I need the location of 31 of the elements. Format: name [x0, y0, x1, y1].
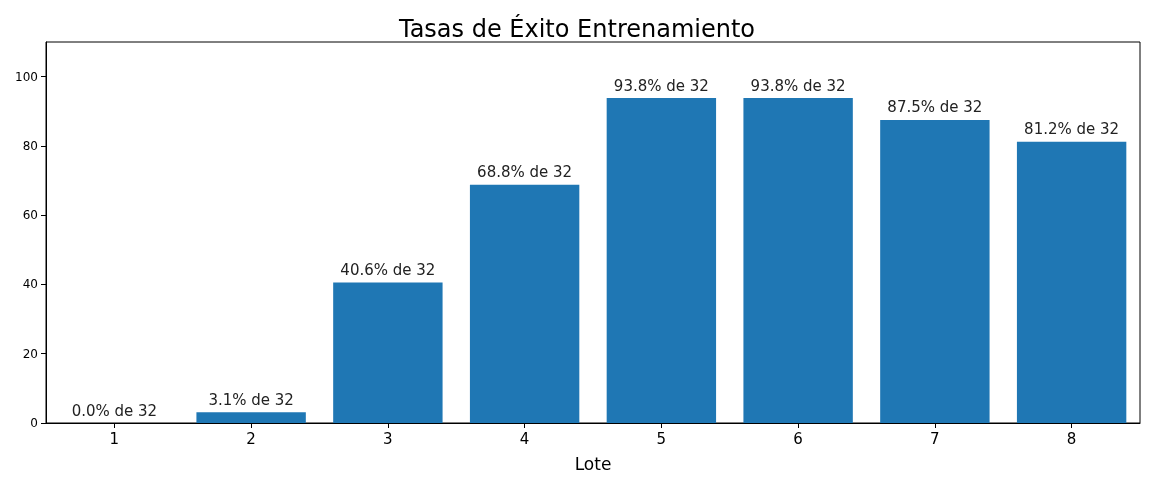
- bar: [1016, 141, 1127, 423]
- bar: [743, 98, 853, 423]
- bar: [469, 184, 580, 423]
- bar: [333, 282, 443, 423]
- bar: [880, 119, 990, 423]
- y-tick-label: 40: [22, 277, 38, 292]
- data-label: 93.8% de 32: [750, 76, 846, 95]
- x-tick-label: 1: [109, 429, 120, 448]
- x-tick-label: 4: [519, 429, 530, 448]
- x-tick-label: 6: [793, 429, 803, 448]
- y-tick-label: 100: [15, 69, 38, 84]
- x-tick-label: 8: [1066, 429, 1077, 448]
- data-label: 40.6% de 32: [340, 260, 436, 279]
- x-tick-label: 2: [246, 429, 256, 448]
- bar: [606, 98, 717, 423]
- x-tick-label: 5: [656, 429, 667, 448]
- chart-title: Tasas de Éxito Entrenamiento: [397, 14, 756, 43]
- y-tick-label: 80: [22, 138, 38, 153]
- data-label: 87.5% de 32: [887, 98, 983, 117]
- y-tick-label: 0: [30, 416, 38, 430]
- x-tick-label: 3: [383, 429, 393, 448]
- data-label: 68.8% de 32: [477, 163, 573, 182]
- y-tick-label: 60: [22, 208, 38, 223]
- bar: [196, 412, 306, 423]
- data-label: 93.8% de 32: [613, 76, 709, 95]
- x-tick-label: 7: [930, 429, 940, 448]
- data-label: 81.2% de 32: [1024, 120, 1120, 139]
- data-label: 0.0% de 32: [71, 401, 158, 420]
- x-axis-title: Lote: [574, 453, 612, 474]
- data-label: 3.1% de 32: [208, 390, 294, 409]
- y-tick-label: 20: [22, 346, 38, 361]
